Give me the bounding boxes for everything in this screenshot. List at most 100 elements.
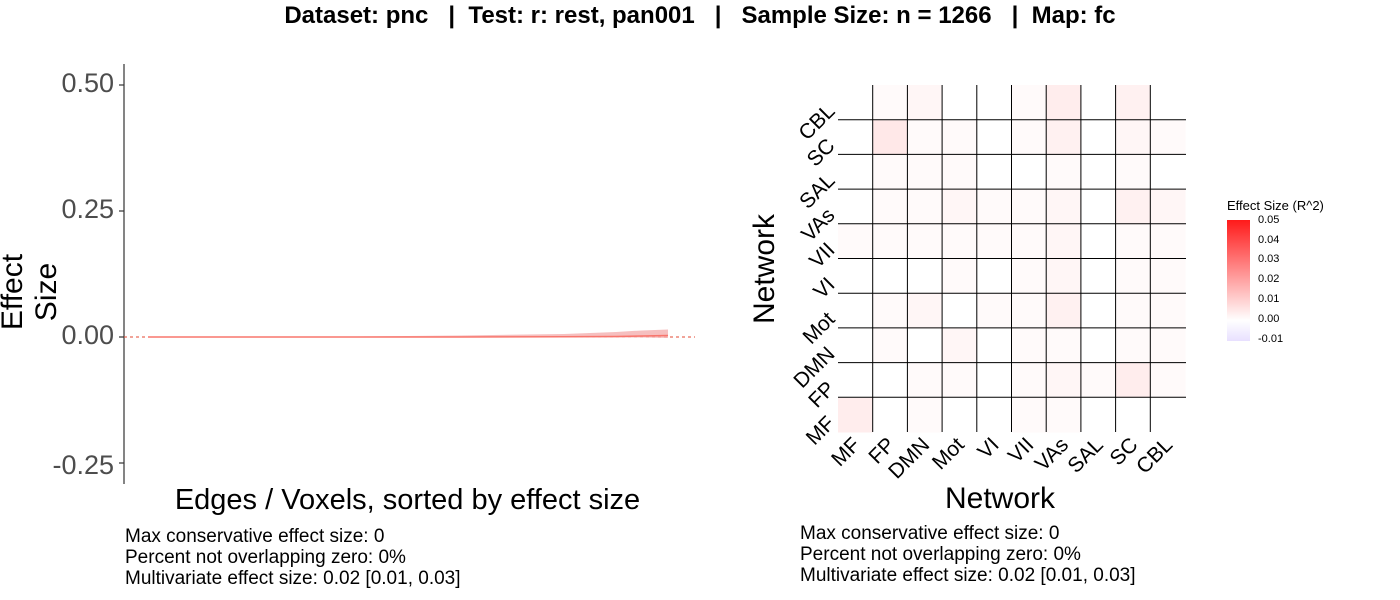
left-stats: Max conservative effect size: 0 Percent …: [125, 526, 461, 589]
heatmap-cell: [1080, 85, 1117, 121]
heatmap-cell: [1080, 293, 1117, 329]
legend-tick-label: 0.04: [1258, 234, 1280, 246]
heatmap-cell: [872, 189, 908, 225]
heatmap-cell: [907, 119, 943, 155]
heatmap-cell: [1115, 154, 1151, 190]
heatmap-cell: [1115, 362, 1151, 398]
heatmap-cell: [1080, 154, 1117, 190]
heatmap-x-tick-label: VAs: [1031, 433, 1073, 475]
heatmap-cell: [1011, 189, 1047, 225]
heatmap-cell: [1011, 154, 1047, 190]
heatmap-cell: [872, 85, 908, 121]
heatmap-y-tick-label: CBL: [794, 100, 839, 145]
edges-axis-title: Edges / Voxels, sorted by effect size: [174, 484, 641, 516]
heatmap-cell: [1011, 327, 1047, 364]
heatmap-cell: [1115, 85, 1151, 121]
heatmap-cell: [907, 154, 943, 190]
heatmap-cell: [1046, 154, 1082, 190]
heatmap-cell: [872, 327, 908, 364]
heatmap-cell: [838, 258, 874, 294]
heatmap-cell: [838, 189, 874, 225]
heatmap-cell: [1046, 397, 1082, 433]
heatmap-cell: [872, 154, 908, 190]
heatmap-cell: [942, 189, 978, 225]
left-stat-multivariate: Multivariate effect size: 0.02 [0.01, 0.…: [125, 568, 461, 589]
heatmap-cell: [872, 119, 908, 155]
legend-tick-label: 0.02: [1258, 273, 1280, 285]
heatmap-cell: [907, 362, 943, 398]
heatmap-cell: [838, 223, 874, 259]
right-stat-max: Max conservative effect size: 0: [800, 523, 1060, 544]
heatmap-cell: [872, 293, 908, 329]
heatmap-y-tick-label: VI: [809, 273, 839, 303]
legend-tick-label: -0.01: [1258, 333, 1284, 345]
heatmap-cell: [976, 258, 1012, 294]
figure-title: Dataset: pnc | Test: r: rest, pan001 | S…: [284, 2, 1116, 29]
confidence-band: [148, 329, 668, 339]
heatmap-cell: [942, 293, 978, 329]
heatmap-y-tick-label: Mot: [799, 308, 840, 349]
heatmap-cell: [1080, 397, 1117, 433]
heatmap-cell: [942, 223, 978, 259]
heatmap-cell: [907, 327, 943, 364]
heatmap-cell: [838, 327, 874, 364]
heatmap-cell: [1080, 119, 1117, 155]
heatmap-cell: [1115, 119, 1151, 155]
heatmap-cell: [907, 85, 943, 121]
heatmap-cell: [1150, 154, 1186, 190]
heatmap-cell: [1115, 258, 1151, 294]
heatmap-cell: [1115, 327, 1151, 364]
heatmap-cell: [1011, 223, 1047, 259]
heatmap-cell: [872, 362, 908, 398]
heatmap-cell: [942, 85, 978, 121]
heatmap-cell: [1150, 119, 1186, 155]
heatmap-cell: [942, 258, 978, 294]
right-stat-multivariate: Multivariate effect size: 0.02 [0.01, 0.…: [800, 565, 1136, 586]
heatmap-cell: [1011, 293, 1047, 329]
heatmap-x-tick-label: CBL: [1132, 433, 1177, 478]
heatmap-cell: [942, 397, 978, 433]
legend-tick-label: 0.05: [1258, 214, 1280, 226]
heatmap-cell: [1080, 258, 1117, 294]
heatmap-cell: [1150, 258, 1186, 294]
heatmap-cell: [1150, 189, 1186, 225]
effect-size-line: [148, 334, 669, 338]
heatmap-cell: [1011, 85, 1047, 121]
heatmap-y-tick-label: VAs: [797, 204, 839, 246]
heatmap-cell: [1046, 189, 1082, 225]
legend-tick-label: 0.03: [1258, 253, 1280, 265]
heatmap-cell: [1080, 362, 1117, 398]
heatmap-cell: [838, 397, 874, 433]
heatmap-cell: [838, 119, 874, 155]
legend-title: Effect Size (R^2): [1227, 198, 1324, 213]
heatmap-cell: [838, 362, 874, 398]
heatmap-cell: [1080, 223, 1117, 259]
left-stat-max: Max conservative effect size: 0: [125, 526, 385, 547]
heatmap-cell: [942, 362, 978, 398]
heatmap-cell: [976, 293, 1012, 329]
heatmap-cell: [1080, 189, 1117, 225]
heatmap-cell: [1150, 85, 1186, 121]
heatmap-cell: [976, 397, 1012, 433]
heatmap-cell: [1011, 362, 1047, 398]
heatmap-cell: [1046, 119, 1082, 155]
heatmap-cell: [838, 85, 874, 121]
heatmap-cell: [907, 293, 943, 329]
heatmap-cell: [1011, 258, 1047, 294]
heatmap-cell: [838, 154, 874, 190]
heatmap-y-tick-label: MF: [802, 412, 840, 450]
heatmap-cell: [1046, 362, 1082, 398]
heatmap-x-tick-label: MF: [827, 433, 865, 471]
heatmap-x-tick-label: VI: [973, 433, 1003, 463]
heatmap-cell: [872, 223, 908, 259]
ytick-label-neg025: -0.25: [52, 450, 114, 480]
heatmap-cell: [1115, 223, 1151, 259]
heatmap-cell: [976, 189, 1012, 225]
heatmap-cell: [976, 85, 1012, 121]
heatmap-cell: [1046, 293, 1082, 329]
right-stat-percent: Percent not overlapping zero: 0%: [800, 544, 1081, 565]
heatmap-cell: [1115, 189, 1151, 225]
heatmap-cell: [1150, 293, 1186, 329]
heatmap-cell: [907, 223, 943, 259]
